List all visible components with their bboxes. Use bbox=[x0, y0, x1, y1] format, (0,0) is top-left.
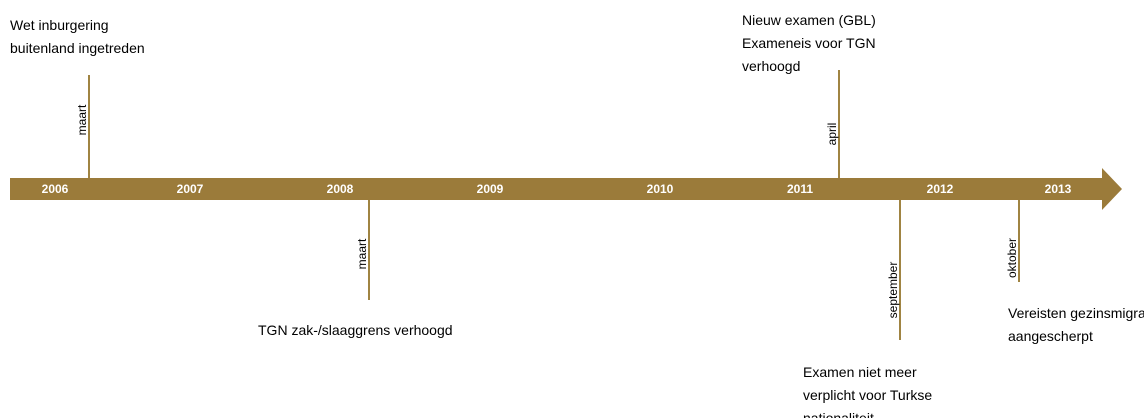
event-description: buitenland ingetreden bbox=[10, 40, 145, 56]
event-description: verhoogd bbox=[742, 58, 800, 74]
year-label: 2008 bbox=[327, 182, 354, 196]
event-month: oktober bbox=[1005, 238, 1019, 278]
year-label: 2012 bbox=[927, 182, 954, 196]
event-description: verplicht voor Turkse bbox=[803, 387, 932, 403]
event-description: Wet inburgering bbox=[10, 17, 109, 33]
year-label: 2013 bbox=[1045, 182, 1072, 196]
event-month: april bbox=[825, 123, 839, 146]
event-description: TGN zak-/slaaggrens verhoogd bbox=[258, 322, 453, 338]
timeline-arrow bbox=[10, 168, 1122, 210]
year-label: 2009 bbox=[477, 182, 504, 196]
year-label: 2006 bbox=[42, 182, 69, 196]
year-label: 2010 bbox=[647, 182, 674, 196]
event-month: september bbox=[886, 262, 900, 319]
event-description: Exameneis voor TGN bbox=[742, 35, 876, 51]
year-label: 2007 bbox=[177, 182, 204, 196]
event-month: maart bbox=[355, 238, 369, 269]
event-month: maart bbox=[75, 104, 89, 135]
year-label: 2011 bbox=[787, 182, 813, 196]
event-description: nationaliteit bbox=[803, 410, 874, 418]
event-description: Vereisten gezinsmigratie bbox=[1008, 305, 1144, 321]
event-description: aangescherpt bbox=[1008, 328, 1093, 344]
event-description: Nieuw examen (GBL) bbox=[742, 12, 876, 28]
event-description: Examen niet meer bbox=[803, 364, 917, 380]
